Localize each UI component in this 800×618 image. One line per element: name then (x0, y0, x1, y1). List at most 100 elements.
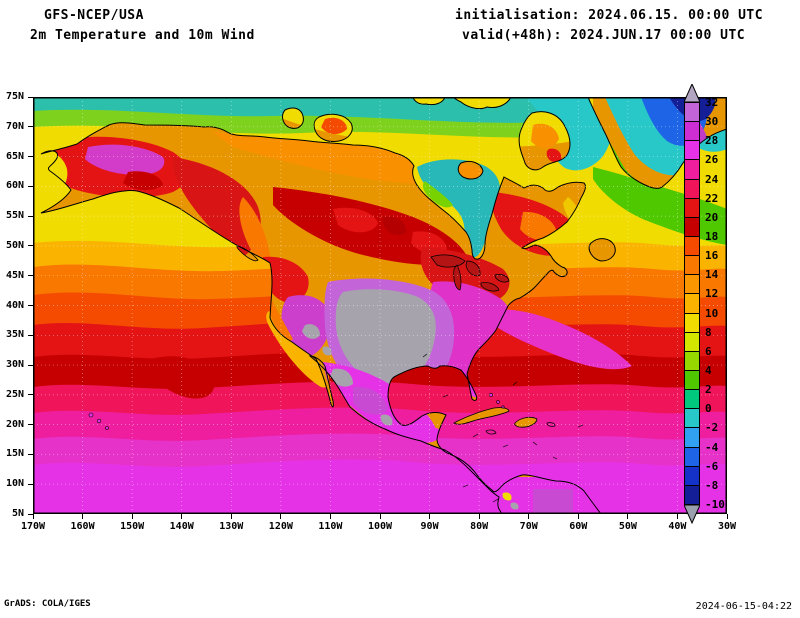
colorbar-tick-label: 6 (705, 344, 712, 358)
colorbar-tick-label: 2 (705, 383, 712, 397)
colorbar-band (684, 369, 700, 391)
colorbar-band (684, 465, 700, 486)
colorbar-band (684, 389, 700, 410)
lat-tick-label: 75N (5, 91, 24, 102)
colorbar-tick-label: 18 (705, 230, 719, 243)
colorbar-below-min-arrow (684, 505, 700, 524)
map-border-frame (33, 97, 727, 514)
colorbar-tick-label: 28 (705, 134, 719, 148)
lon-tickmark (577, 514, 579, 519)
lon-tickmark (379, 514, 381, 519)
colorbar-bands (684, 102, 700, 505)
lat-tick-label: 55N (5, 210, 24, 222)
lat-tick-label: 45N (5, 269, 24, 281)
lon-tickmark (329, 514, 331, 519)
lat-tick-label: 30N (5, 359, 24, 371)
lat-tickmark (28, 513, 33, 515)
colorbar-band (684, 255, 700, 276)
lon-tick-label: 120W (268, 521, 293, 532)
lat-tick-label: 65N (5, 150, 24, 162)
lat-tickmark (28, 394, 33, 396)
colorbar-band (684, 140, 700, 161)
lon-tickmark (181, 514, 183, 519)
model-title: GFS-NCEP/USA (44, 8, 144, 23)
colorbar-tick-label: -4 (705, 440, 719, 454)
lon-tick-label: 110W (318, 521, 343, 532)
lon-tick-label: 30W (717, 521, 737, 532)
lat-tick-label: 35N (5, 329, 24, 341)
lat-tickmark (28, 126, 33, 128)
lat-tick-label: 40N (5, 299, 24, 311)
lon-tick-label: 80W (470, 521, 489, 532)
lon-tick-label: 140W (169, 521, 194, 532)
colorbar-band (684, 331, 700, 352)
colorbar-band (684, 121, 700, 142)
lat-tickmark (28, 364, 33, 366)
down-arrow-icon (684, 505, 700, 524)
lon-tickmark (32, 514, 34, 519)
temperature-map-svg (33, 96, 728, 515)
colorbar-tick-label: -2 (705, 421, 719, 435)
lat-tickmark (28, 215, 33, 217)
lat-tickmark (28, 245, 33, 247)
lon-tick-label: 160W (70, 521, 95, 532)
hudson-bay (417, 159, 501, 258)
greenland-landmass (587, 96, 728, 189)
variable-title: 2m Temperature and 10m Wind (30, 28, 255, 43)
lat-tickmark (28, 334, 33, 336)
lon-tickmark (82, 514, 84, 519)
colorbar-band (684, 274, 700, 295)
colorbar-band (684, 235, 700, 257)
colorbar-band (684, 102, 700, 123)
coastlines (40, 96, 728, 515)
colorbar-tick-label: 26 (705, 153, 719, 167)
colorbar-band (684, 446, 700, 467)
initialisation-label: initialisation: 2024.06.15. 00:00 UTC (455, 8, 764, 23)
lon-tick-label: 170W (20, 521, 46, 532)
lat-tick-label: 70N (5, 120, 24, 132)
colorbar-tick-label: -6 (705, 459, 719, 473)
lat-tickmark (28, 424, 33, 426)
colorbar-above-max-arrow (684, 84, 700, 103)
lon-tickmark (627, 514, 629, 519)
colorbar-tick-label: 16 (705, 249, 719, 263)
colorbar-band (684, 178, 700, 199)
colorbar-tick-label: 32 (705, 96, 719, 109)
longitude-axis: 170W 160W 150W 140W 130W 120W 110W 100W 90W 80W 70… (21, 514, 736, 534)
lat-tickmark (28, 156, 33, 158)
up-arrow-icon (684, 84, 700, 103)
colorbar-band (684, 293, 700, 314)
colorbar-tick-label: 4 (705, 364, 712, 377)
lon-tickmark (429, 514, 431, 519)
lon-tick-label: 70W (519, 521, 538, 532)
colorbar-band (684, 427, 700, 448)
lon-tick-label: 50W (618, 521, 637, 532)
creation-timestamp: 2024-06-15-04:22 (695, 601, 792, 612)
colorbar-tick-label: -8 (705, 478, 719, 492)
lon-tickmark (230, 514, 232, 519)
lon-tickmark (478, 514, 480, 519)
colorbar-tick-label: 24 (705, 172, 719, 186)
colorbar-band (684, 197, 700, 218)
lon-tick-label: 60W (569, 521, 588, 532)
lat-tickmark (28, 275, 33, 277)
map-frame (33, 96, 728, 515)
wind-arrows (422, 353, 584, 503)
valid-time-label: valid(+48h): 2024.JUN.17 00:00 UTC (462, 28, 746, 43)
colorbar-band (684, 484, 700, 505)
lat-tickmark (28, 305, 33, 306)
lat-tickmark (28, 453, 33, 455)
lon-tickmark (280, 514, 282, 519)
lat-tick-label: 50N (5, 239, 24, 251)
lat-tick-label: 20N (5, 418, 24, 430)
lat-tick-label: 15N (5, 448, 24, 460)
latitude-axis: 75N 70N 65N 60N 55N 50N 45N 40N 35N 30N 25N 20N 15N 1… (0, 91, 33, 519)
lon-tickmark (726, 514, 728, 519)
colorbar-band (684, 312, 700, 333)
colorbar-tick-label: 0 (705, 402, 712, 416)
colorbar-band (684, 159, 700, 180)
colorbar-tick-label: 22 (705, 191, 719, 205)
colorbar-labels: 32 30 28 26 24 22 20 18 16 14 12 10 8 6 4 2 0 -2 -4 -6 -8 -10 (705, 97, 727, 511)
lon-tick-label: 90W (420, 521, 439, 532)
